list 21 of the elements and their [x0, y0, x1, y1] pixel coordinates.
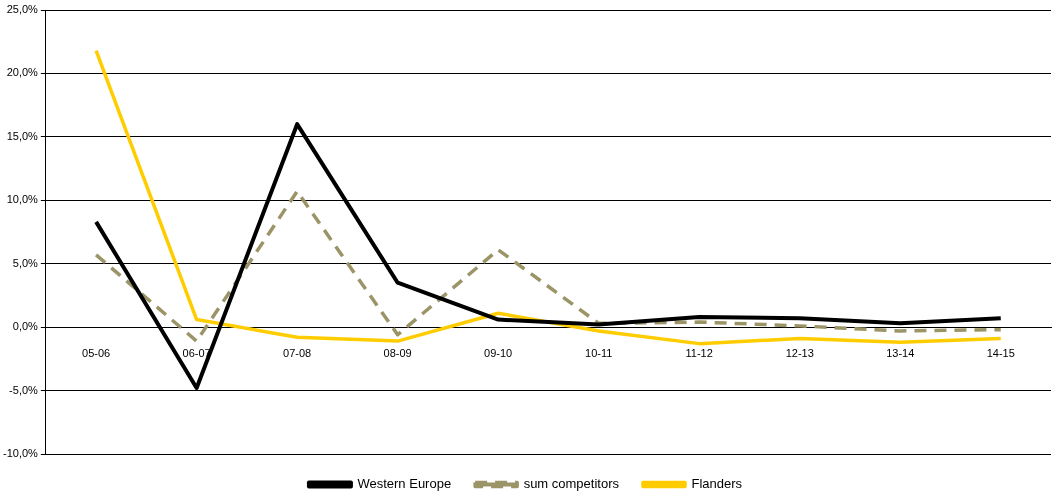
x-tick-label: 07-08 [283, 346, 312, 359]
y-tick-label: 15,0% [6, 129, 39, 142]
legend-label: Western Europe [357, 476, 452, 492]
y-tick-label: 10,0% [6, 193, 39, 206]
y-tick-label: 25,0% [6, 3, 39, 16]
y-tick-label: 0,0% [12, 320, 39, 333]
x-tick-label: 08-09 [383, 346, 412, 359]
y-tick-label: -5,0% [9, 383, 39, 396]
x-tick-label: 05-06 [82, 346, 111, 359]
line-series [94, 189, 1003, 343]
y-tick-label: 5,0% [12, 256, 39, 269]
x-tick-label: 11-12 [685, 346, 713, 359]
legend-label: Flanders [691, 476, 743, 492]
x-tick-label: 13-14 [886, 346, 915, 359]
x-tick-label: 12-13 [785, 346, 814, 359]
x-tick-label: 10-11 [585, 346, 613, 359]
x-tick-label: 09-10 [484, 346, 513, 359]
legend-label: sum competitors [523, 476, 620, 492]
x-tick-label: 14-15 [986, 346, 1015, 359]
y-tick-label: -10,0% [2, 447, 39, 460]
y-tick-label: 20,0% [6, 66, 39, 79]
